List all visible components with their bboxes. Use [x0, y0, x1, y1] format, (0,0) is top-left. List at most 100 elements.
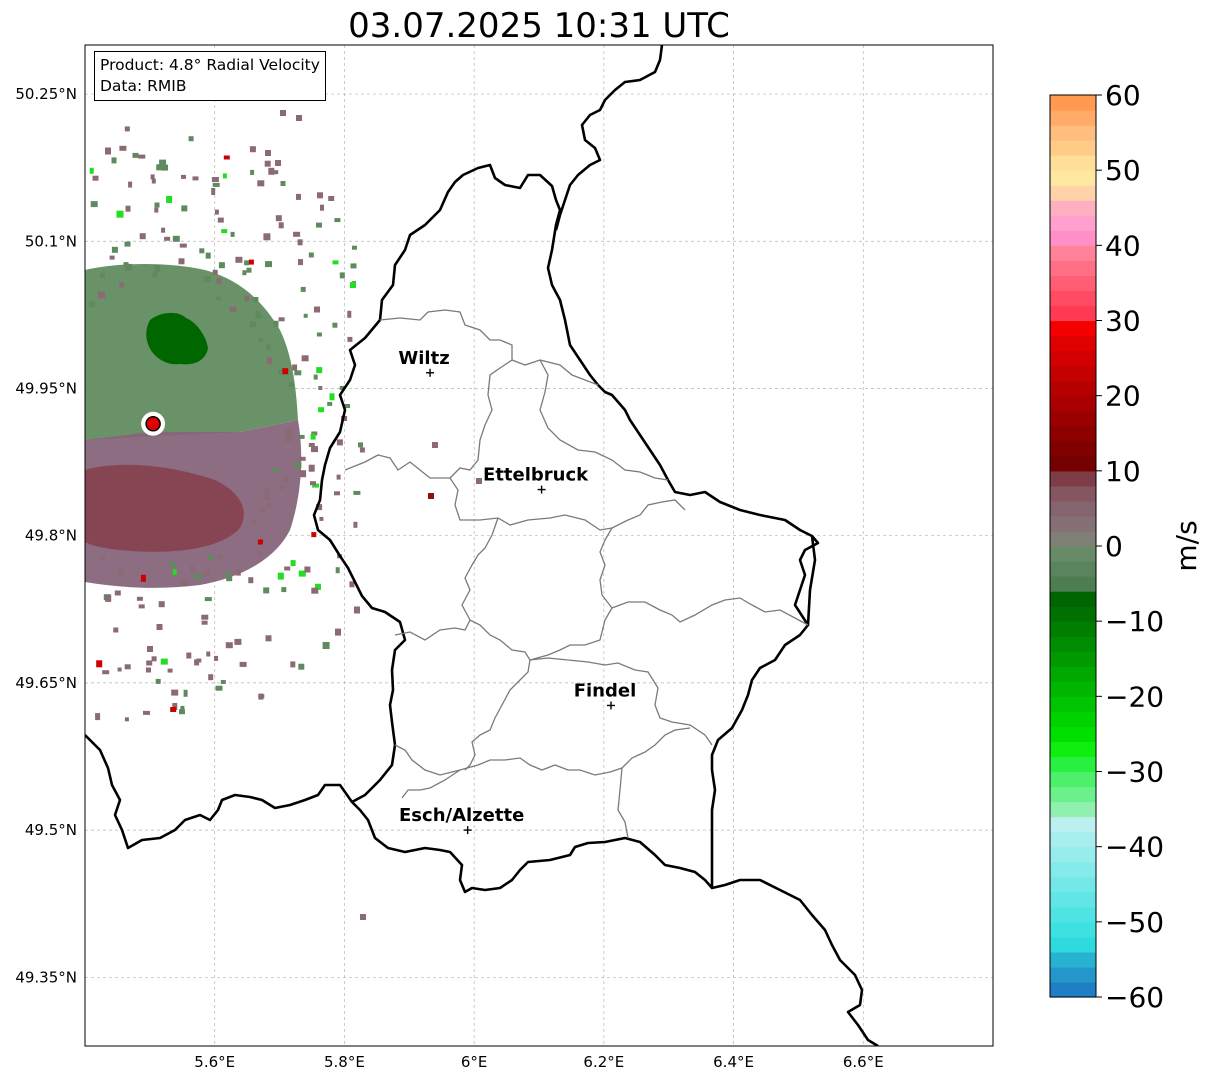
colorbar-tick-label: −40 [1105, 831, 1164, 864]
colorbar-swatch [1050, 696, 1096, 712]
velocity-pixel [181, 579, 188, 587]
canton-boundary [394, 517, 499, 641]
colorbar-swatch [1050, 125, 1096, 141]
velocity-pixel [216, 278, 222, 285]
velocity-pixel [128, 181, 133, 188]
velocity-pixel [215, 685, 223, 691]
velocity-pixel [278, 369, 283, 375]
colorbar-swatch [1050, 651, 1096, 667]
velocity-pixel [166, 196, 173, 203]
velocity-pixel [332, 260, 339, 265]
velocity-pixel [138, 154, 146, 159]
velocity-pixel [336, 439, 343, 446]
velocity-pixel [257, 180, 265, 187]
velocity-pixel [211, 188, 216, 195]
velocity-pixel [350, 282, 356, 288]
colorbar-swatch [1050, 395, 1096, 412]
velocity-pixel [296, 193, 301, 200]
colorbar-tick-label: 20 [1105, 380, 1141, 413]
lat-tick-label: 49.8°N [25, 527, 77, 545]
velocity-pixel [258, 693, 264, 700]
velocity-pixel [310, 433, 316, 440]
velocity-pixel [159, 159, 167, 166]
velocity-pixel [293, 231, 301, 237]
velocity-pixel [315, 583, 321, 590]
velocity-pixel [105, 147, 111, 155]
colorbar-tick-label: 60 [1105, 79, 1141, 112]
velocity-pixel [124, 717, 129, 722]
velocity-pixel [284, 566, 291, 571]
velocity-pixel [257, 539, 263, 545]
velocity-pixel [347, 336, 353, 342]
velocity-pixel [263, 587, 270, 594]
velocity-pixel [124, 664, 131, 670]
city-marker[interactable]: Esch/Alzette [399, 805, 524, 835]
colorbar-ticks: 60 50 40 30 20 10 0 −10 −20 −30 −40 −50 −60 [1096, 79, 1164, 1014]
velocity-pixel [214, 209, 219, 215]
lat-tick-label: 50.1°N [25, 232, 77, 250]
city-marker[interactable]: Findel [574, 680, 637, 710]
colorbar-swatch [1050, 200, 1096, 216]
velocity-pixel [312, 483, 320, 488]
velocity-pixel [111, 157, 117, 164]
lat-tick-label: 50.25°N [15, 85, 77, 103]
velocity-pixel [92, 175, 99, 181]
velocity-pixel [308, 443, 315, 447]
velocity-pixel [298, 434, 305, 439]
velocity-pixel [250, 321, 256, 328]
velocity-pixel [318, 386, 323, 390]
velocity-pixel [138, 604, 145, 609]
radar-site-marker[interactable] [145, 416, 161, 432]
velocity-pixel [335, 567, 340, 574]
velocity-pixel [105, 594, 112, 602]
velocity-pixel [316, 332, 322, 337]
gridlines [85, 45, 993, 1046]
velocity-pixel [349, 581, 355, 588]
velocity-pixel [169, 561, 176, 568]
velocity-pixel [359, 447, 365, 453]
velocity-pixel [139, 233, 146, 240]
velocity-pixel [158, 601, 165, 608]
velocity-pixel [178, 258, 185, 265]
velocity-pixel [218, 262, 225, 269]
colorbar-swatch [1050, 561, 1096, 577]
longitude-tick-labels: 5.6°E 5.8°E 6°E 6.2°E 6.4°E 6.6°E [194, 1053, 883, 1071]
colorbar-swatch [1050, 936, 1096, 953]
velocity-pixel [89, 301, 96, 308]
city-marker[interactable]: Ettelbruck [483, 465, 589, 494]
canton-boundary [539, 359, 599, 386]
velocity-pixel [203, 569, 210, 576]
velocity-pixel [329, 393, 335, 401]
colorbar: 60 50 40 30 20 10 0 −10 −20 −30 −40 −50 −60 m/s [1049, 79, 1203, 1014]
colorbar-swatch [1050, 335, 1096, 352]
velocity-pixel [161, 164, 168, 171]
country-borders [85, 45, 879, 1046]
velocity-speckles [89, 110, 482, 920]
colorbar-swatch [1050, 636, 1096, 652]
velocity-pixel [272, 468, 280, 473]
velocity-pixel [206, 651, 211, 657]
velocity-pixel [250, 519, 257, 525]
velocity-pixel [271, 170, 279, 175]
velocity-pixel [246, 267, 252, 273]
velocity-pixel [335, 628, 341, 636]
colorbar-tick-label: −50 [1105, 906, 1164, 939]
velocity-pixel [311, 587, 319, 594]
city-label: Wiltz [398, 348, 449, 369]
velocity-pixel [125, 205, 131, 212]
colorbar-swatch [1050, 455, 1096, 472]
lat-tick-label: 49.65°N [15, 674, 77, 692]
velocity-pixel [146, 667, 151, 673]
lon-tick-label: 5.6°E [194, 1053, 235, 1071]
lat-tick-label: 49.35°N [15, 968, 77, 986]
velocity-pixel [214, 655, 218, 661]
velocity-pixel [102, 670, 110, 675]
velocity-pixel [347, 310, 352, 318]
colorbar-swatch [1050, 275, 1096, 292]
velocity-pixel [334, 218, 341, 223]
velocity-pixel [172, 569, 177, 576]
city-marker[interactable]: Wiltz [398, 348, 450, 377]
velocity-pixel [226, 576, 233, 582]
colorbar-swatch [1050, 245, 1096, 261]
velocity-pixel [263, 233, 271, 241]
